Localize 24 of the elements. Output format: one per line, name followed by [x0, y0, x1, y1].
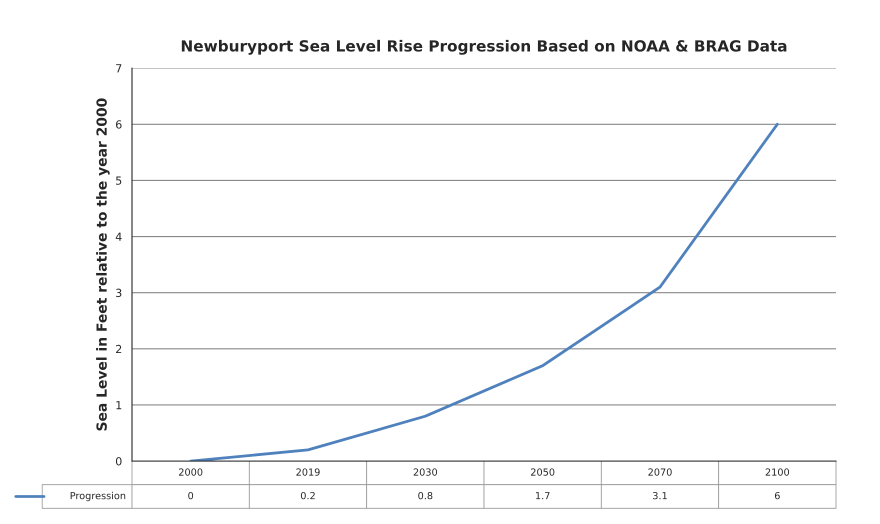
text: Progression: [70, 492, 126, 502]
y-tick-label: 6: [116, 120, 122, 129]
x-tick-label: 2050: [531, 468, 554, 476]
data-label: 3.1: [653, 492, 667, 500]
y-tick-label: 3: [116, 288, 122, 298]
y-axis-title: Sea Level in Feet relative to the year 2000: [96, 98, 110, 431]
data-label: 0.8: [418, 492, 432, 500]
data-label: 1.7: [536, 492, 550, 500]
chart-title: Newburyport Sea Level Rise Progression Based on NOAA & BRAG Data: [182, 40, 786, 55]
x-tick-label: 2030: [414, 468, 438, 476]
line-series: [189, 122, 779, 462]
y-tick-label: 7: [116, 64, 122, 72]
y-tick-label: 4: [116, 232, 122, 241]
x-tick-label: 2070: [648, 468, 672, 476]
y-tick-label: 5: [116, 176, 122, 185]
data-label: 0: [188, 492, 194, 500]
x-tick-label: 2019: [296, 468, 320, 476]
data-label: 0.2: [300, 492, 315, 500]
y-tick-label: 1: [116, 401, 122, 410]
x-tick-label: 2100: [766, 468, 790, 476]
y-tick-label: 0: [116, 457, 122, 466]
data-label: 6: [774, 492, 780, 500]
x-tick-label: 2000: [179, 468, 202, 476]
y-tick-label: 2: [116, 344, 122, 354]
